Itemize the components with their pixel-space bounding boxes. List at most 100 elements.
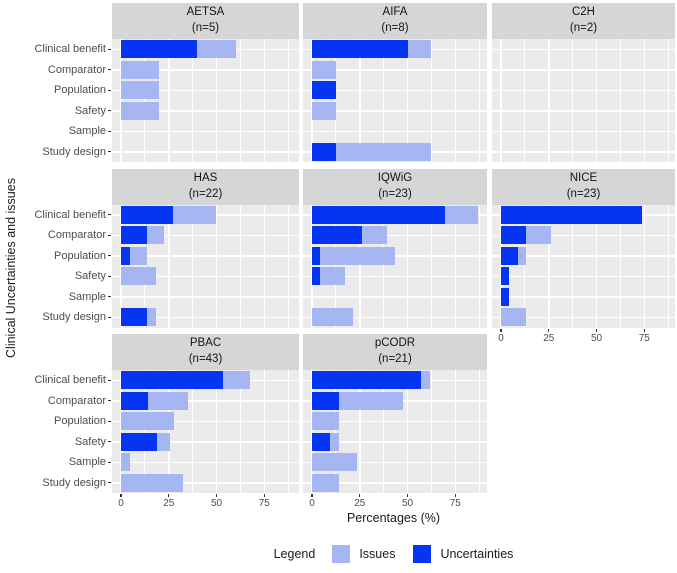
bar-segment-uncertainties — [312, 432, 331, 451]
category-label-text: Comparator — [47, 394, 106, 407]
bar-segment-issues — [121, 412, 175, 431]
facet-strip-C2H: C2H (n=2) — [492, 3, 675, 39]
facet-n: (n=22) — [188, 187, 223, 200]
gridline-horizontal — [112, 400, 299, 402]
facet-strip-PBAC: PBAC (n=43) — [112, 334, 299, 370]
gridline-vertical — [239, 39, 241, 162]
gridline-horizontal — [492, 234, 675, 236]
gridline-vertical — [500, 39, 502, 162]
gridline-vertical — [524, 39, 526, 162]
gridline-vertical — [478, 39, 480, 162]
category-label: Comparator — [0, 60, 111, 81]
bar-segment-issues — [156, 432, 170, 451]
x-tick-label: 50 — [401, 498, 414, 509]
bar-segment-uncertainties — [312, 205, 445, 224]
gridline-horizontal — [303, 69, 487, 71]
gridline-vertical — [263, 39, 265, 162]
facet-title: C2H — [571, 6, 595, 19]
facet-title: PBAC — [189, 337, 222, 350]
bar-segment-issues — [121, 267, 156, 286]
category-label-text: Population — [54, 84, 106, 97]
gridline-vertical — [239, 370, 241, 493]
y-tick-mark — [108, 420, 111, 422]
facet-n: (n=8) — [381, 22, 409, 34]
bar-segment-uncertainties — [501, 226, 526, 245]
category-axis-labels: Clinical benefit Comparator Population Safe… — [0, 370, 111, 493]
gridline-vertical — [287, 370, 289, 493]
bar-segment-issues — [312, 60, 336, 79]
category-label-text: Safety — [74, 104, 106, 117]
category-label: Population — [0, 80, 111, 101]
gridline-vertical — [430, 204, 432, 328]
gridline-horizontal — [112, 110, 299, 112]
gridline-vertical — [144, 370, 146, 493]
bar-segment-uncertainties — [121, 246, 130, 265]
category-label: Comparator — [0, 391, 111, 412]
gridline-vertical — [311, 370, 313, 493]
gridline-vertical — [120, 370, 122, 493]
y-tick-mark — [108, 69, 111, 71]
gridline-vertical — [500, 204, 502, 328]
gridline-horizontal — [112, 255, 299, 257]
x-tick-mark — [168, 494, 170, 497]
gridline-horizontal — [303, 316, 487, 318]
gridline-vertical — [619, 39, 621, 162]
bar-segment-uncertainties — [121, 205, 174, 224]
category-label: Study design — [0, 142, 111, 163]
bar-segment-issues — [312, 453, 358, 472]
gridline-horizontal — [303, 89, 487, 91]
category-label-text: Population — [54, 249, 106, 262]
bar-segment-uncertainties — [312, 267, 321, 286]
gridline-vertical — [406, 39, 409, 162]
gridline-vertical — [263, 204, 265, 328]
bar-segment-uncertainties — [501, 287, 510, 306]
legend: Legend Issues Uncertainties — [112, 544, 675, 564]
y-tick-mark — [108, 379, 111, 381]
x-tick-mark — [548, 328, 550, 332]
panel-AIFA — [303, 39, 487, 162]
bar-segment-issues — [407, 40, 432, 59]
gridline-vertical — [359, 39, 361, 162]
bar-segment-uncertainties — [501, 267, 510, 286]
category-label-text: Study design — [42, 145, 106, 158]
gridline-vertical — [359, 370, 361, 493]
facet-title: IQWiG — [377, 171, 413, 184]
y-tick-mark — [108, 316, 111, 318]
y-tick-mark — [108, 48, 111, 50]
gridline-horizontal — [112, 234, 299, 236]
category-label-text: Study design — [42, 476, 106, 489]
bar-segment-uncertainties — [312, 226, 362, 245]
gridline-vertical — [192, 370, 194, 493]
gridline-vertical — [263, 370, 265, 493]
gridline-vertical — [120, 204, 122, 328]
x-tick-label: 25 — [354, 498, 366, 509]
x-tick-label: 75 — [258, 498, 270, 509]
category-label: Safety — [0, 432, 111, 453]
bar-segment-uncertainties — [501, 205, 643, 224]
panel-C2H — [492, 39, 675, 162]
bar-segment-uncertainties — [312, 40, 408, 59]
y-tick-mark — [108, 151, 111, 153]
facet-strip-HAS: HAS (n=22) — [112, 168, 299, 205]
y-tick-mark — [108, 89, 111, 91]
bar-segment-issues — [312, 412, 340, 431]
gridline-vertical — [168, 370, 170, 493]
gridline-vertical — [454, 370, 456, 493]
y-tick-mark — [108, 255, 111, 257]
x-tick-label: 75 — [638, 332, 650, 344]
gridline-vertical — [619, 204, 621, 328]
category-axis-labels: Clinical benefit Comparator Population Safe… — [0, 205, 111, 328]
x-tick-mark — [454, 494, 456, 497]
gridline-vertical — [454, 39, 456, 162]
bar-segment-issues — [444, 205, 479, 224]
gridline-vertical — [383, 370, 385, 493]
facet-strip-IQWiG: IQWiG (n=23) — [303, 168, 487, 205]
category-label-text: Sample — [68, 456, 106, 469]
x-tick-mark — [215, 494, 218, 497]
bar-segment-uncertainties — [312, 391, 340, 410]
category-label-text: Sample — [68, 125, 106, 138]
facet-n: (n=5) — [191, 22, 220, 34]
y-tick-mark — [108, 234, 111, 236]
x-tick-mark — [595, 328, 598, 332]
